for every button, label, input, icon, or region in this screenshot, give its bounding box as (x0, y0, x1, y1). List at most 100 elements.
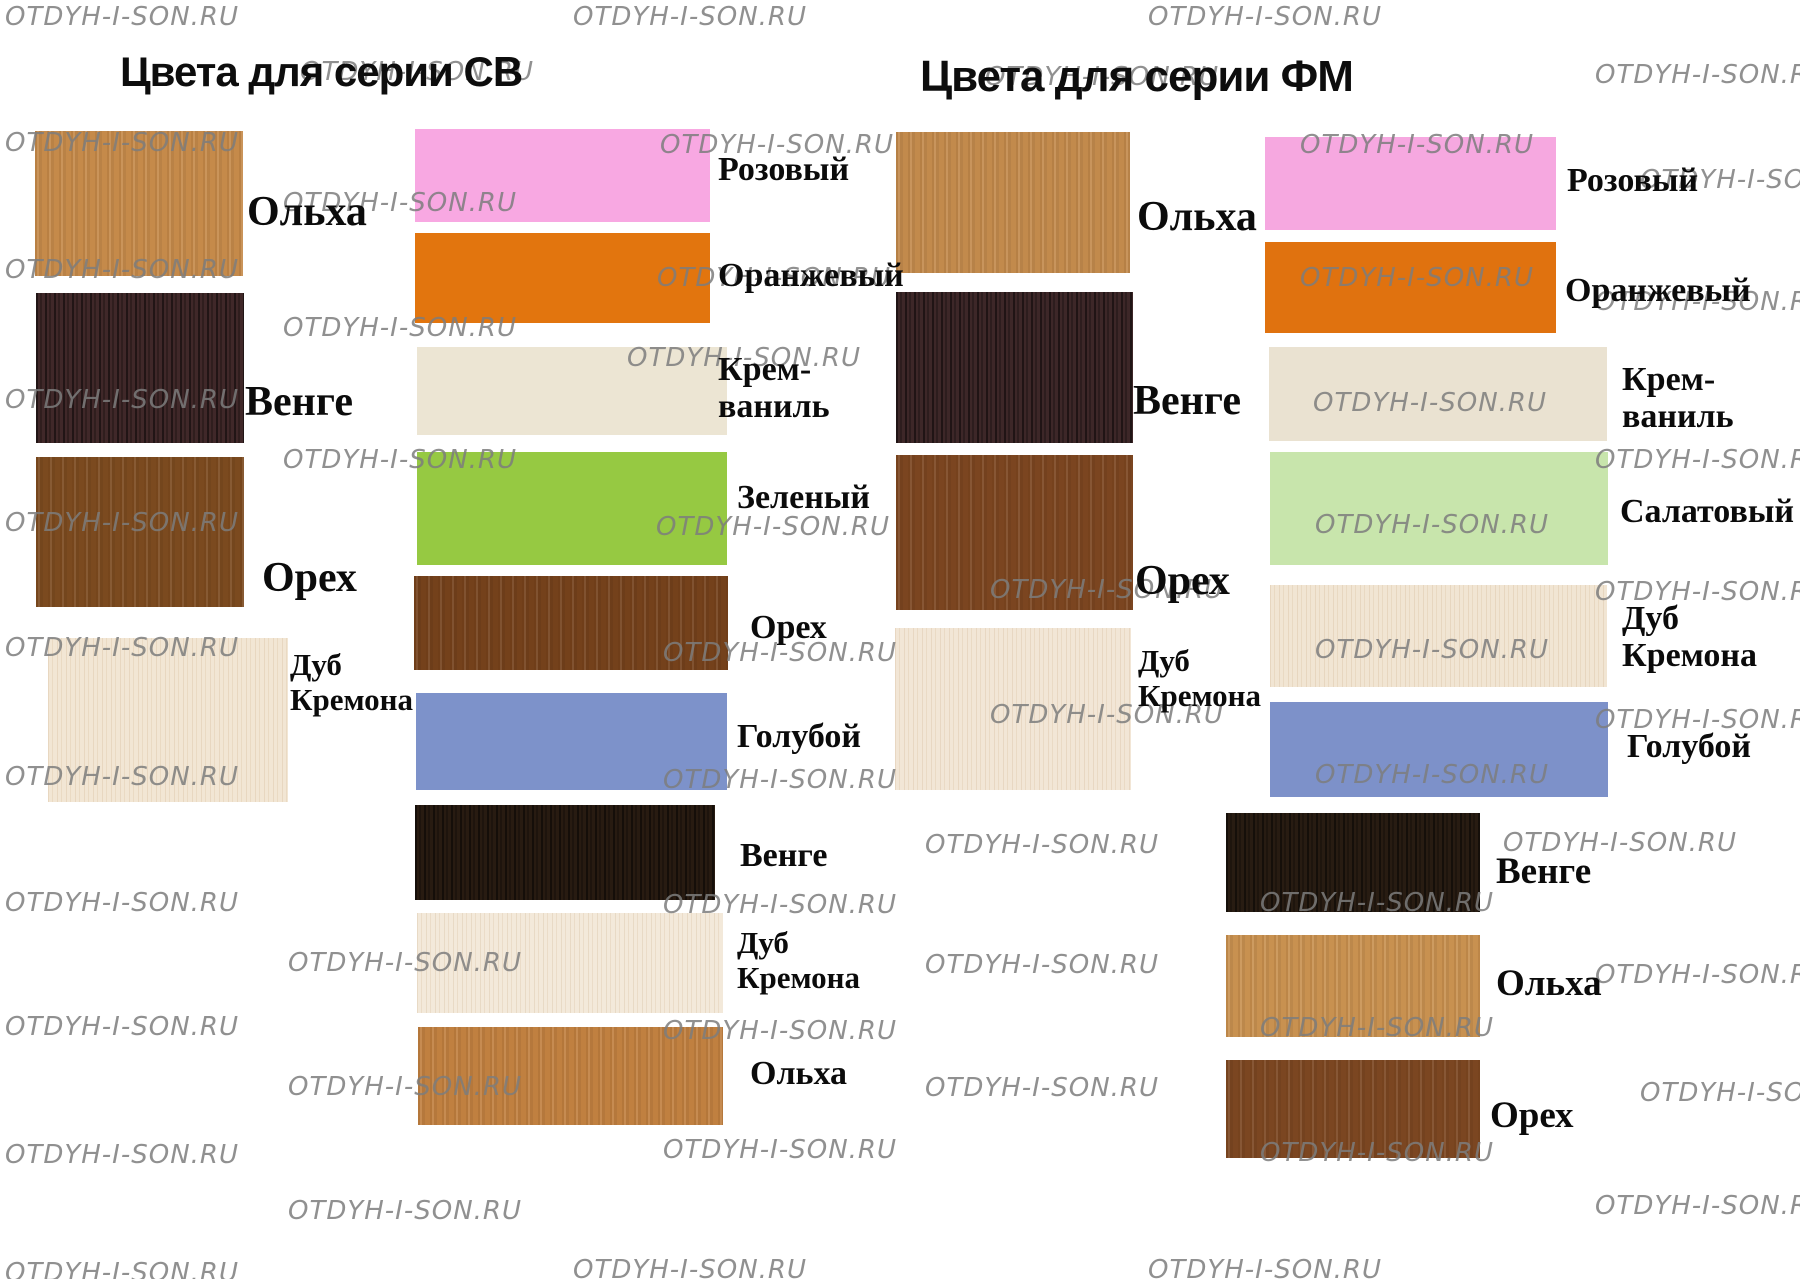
watermark-text: OTDYH-I-SON.RU (657, 263, 892, 293)
watermark-text: OTDYH-I-SON.RU (1260, 1138, 1495, 1168)
cb-left-label-dub-kremona: Дуб Кремона (290, 647, 414, 717)
cb-right-label-orekh: Орех (750, 609, 827, 646)
cb-right-label-rozovyy: Розовый (718, 151, 850, 188)
cb-right-swatch-venge (415, 805, 715, 900)
watermark-text: OTDYH-I-SON.RU (925, 950, 1160, 980)
watermark-text: OTDYH-I-SON.RU (288, 1196, 523, 1226)
watermark-text: OTDYH-I-SON.RU (5, 633, 240, 663)
fm-right-swatch-venge (1226, 813, 1480, 912)
cb-right-label-olkha: Ольха (750, 1055, 848, 1092)
fm-left-label-venge: Венге (1133, 378, 1242, 424)
cb-right-swatch-olkha (418, 1027, 723, 1125)
watermark-text: OTDYH-I-SON.RU (1640, 165, 1800, 195)
watermark-text: OTDYH-I-SON.RU (1595, 445, 1800, 475)
fm-right-swatch-rozovyy (1265, 137, 1556, 230)
cb-right-label-zelenyy: Зеленый (737, 479, 870, 516)
watermark-text: OTDYH-I-SON.RU (663, 1135, 898, 1165)
fm-right-label-orekh: Орех (1490, 1095, 1574, 1136)
watermark-text: OTDYH-I-SON.RU (1260, 1013, 1495, 1043)
watermark-text: OTDYH-I-SON.RU (1315, 635, 1550, 665)
cb-left-swatch-dub-kremona (48, 638, 288, 802)
cb-left-label-olkha: Ольха (247, 189, 367, 235)
watermark-text: OTDYH-I-SON.RU (1595, 705, 1800, 735)
watermark-text: OTDYH-I-SON.RU (925, 1073, 1160, 1103)
cb-left-label-venge: Венге (245, 379, 354, 425)
watermark-text: OTDYH-I-SON.RU (1315, 760, 1550, 790)
watermark-text: OTDYH-I-SON.RU (990, 575, 1225, 605)
fm-right-swatch-salatovyy (1270, 452, 1608, 565)
watermark-text: OTDYH-I-SON.RU (663, 890, 898, 920)
fm-left-swatch-orekh (896, 455, 1133, 610)
fm-right-label-salatovyy: Салатовый (1620, 493, 1794, 530)
watermark-text: OTDYH-I-SON.RU (1148, 1255, 1383, 1279)
watermark-text: OTDYH-I-SON.RU (1640, 1078, 1800, 1108)
watermark-text: OTDYH-I-SON.RU (1595, 577, 1800, 607)
watermark-text: OTDYH-I-SON.RU (5, 888, 240, 918)
watermark-text: OTDYH-I-SON.RU (573, 1255, 808, 1279)
watermark-text: OTDYH-I-SON.RU (1595, 1191, 1800, 1221)
watermark-text: OTDYH-I-SON.RU (1315, 510, 1550, 540)
watermark-text: OTDYH-I-SON.RU (5, 1012, 240, 1042)
watermark-text: OTDYH-I-SON.RU (1595, 60, 1800, 90)
cb-right-swatch-oranzhevyy (415, 233, 710, 323)
watermark-text: OTDYH-I-SON.RU (663, 1016, 898, 1046)
fm-right-swatch-oranzhevyy (1265, 242, 1556, 333)
watermark-text: OTDYH-I-SON.RU (283, 445, 518, 475)
watermark-text: OTDYH-I-SON.RU (656, 512, 891, 542)
fm-right-label-goluboy: Голубой (1627, 728, 1751, 765)
fm-right-swatch-goluboy (1270, 702, 1608, 797)
cb-left-label-orekh: Орех (262, 555, 357, 601)
cb-right-label-oranzhevyy: Оранжевый (718, 257, 904, 294)
watermark-text: OTDYH-I-SON.RU (288, 1072, 523, 1102)
watermark-text: OTDYH-I-SON.RU (5, 385, 240, 415)
fm-right-swatch-orekh (1226, 1060, 1480, 1158)
watermark-text: OTDYH-I-SON.RU (660, 130, 895, 160)
fm-left-swatch-venge (896, 292, 1133, 443)
watermark-text: OTDYH-I-SON.RU (573, 2, 808, 32)
cb-right-swatch-dub-kremona (417, 913, 723, 1013)
watermark-text: OTDYH-I-SON.RU (1503, 828, 1738, 858)
cb-left-swatch-orekh (36, 457, 244, 607)
cb-right-swatch-goluboy (416, 693, 727, 790)
fm-right-label-oranzhevyy: Оранжевый (1565, 272, 1751, 309)
fm-right-label-olkha: Ольха (1496, 963, 1602, 1004)
watermark-text: OTDYH-I-SON.RU (283, 313, 518, 343)
watermark-text: OTDYH-I-SON.RU (300, 57, 535, 87)
cb-right-label-goluboy: Голубой (737, 718, 861, 755)
watermark-text: OTDYH-I-SON.RU (1300, 130, 1535, 160)
cb-right-swatch-orekh (414, 576, 728, 670)
cb-right-label-venge: Венге (740, 837, 828, 874)
fm-left-label-olkha: Ольха (1137, 194, 1257, 240)
fm-right-label-krem-vanil: Крем- ваниль (1622, 361, 1734, 435)
watermark-text: OTDYH-I-SON.RU (627, 343, 862, 373)
watermark-text: OTDYH-I-SON.RU (925, 830, 1160, 860)
fm-left-label-orekh: Орех (1135, 558, 1230, 604)
fm-right-label-rozovyy: Розовый (1567, 162, 1699, 199)
watermark-text: OTDYH-I-SON.RU (1148, 2, 1383, 32)
watermark-text: OTDYH-I-SON.RU (288, 948, 523, 978)
watermark-text: OTDYH-I-SON.RU (5, 762, 240, 792)
cb-right-swatch-krem-vanil (417, 347, 727, 435)
watermark-text: OTDYH-I-SON.RU (283, 188, 518, 218)
fm-right-swatch-dub-kremona (1270, 585, 1607, 687)
fm-section-title: Цвета для серии ФМ (920, 52, 1354, 101)
fm-left-swatch-dub-kremona (895, 628, 1131, 790)
cb-left-swatch-olkha (35, 131, 243, 276)
fm-left-label-dub-kremona: Дуб Кремона (1138, 643, 1262, 713)
watermark-text: OTDYH-I-SON.RU (5, 508, 240, 538)
fm-right-label-venge: Венге (1496, 851, 1592, 892)
watermark-text: OTDYH-I-SON.RU (1313, 388, 1548, 418)
watermark-text: OTDYH-I-SON.RU (1260, 888, 1495, 918)
fm-right-swatch-olkha (1226, 935, 1480, 1037)
watermark-text: OTDYH-I-SON.RU (5, 255, 240, 285)
watermark-text: OTDYH-I-SON.RU (663, 765, 898, 795)
cb-right-label-krem-vanil: Крем- ваниль (718, 351, 830, 425)
watermark-text: OTDYH-I-SON.RU (990, 700, 1225, 730)
watermark-text: OTDYH-I-SON.RU (1595, 960, 1800, 990)
watermark-text: OTDYH-I-SON.RU (5, 2, 240, 32)
watermark-text: OTDYH-I-SON.RU (1595, 287, 1800, 317)
watermark-text: OTDYH-I-SON.RU (985, 62, 1220, 92)
fm-left-swatch-olkha (896, 132, 1130, 273)
watermark-text: OTDYH-I-SON.RU (5, 1140, 240, 1170)
